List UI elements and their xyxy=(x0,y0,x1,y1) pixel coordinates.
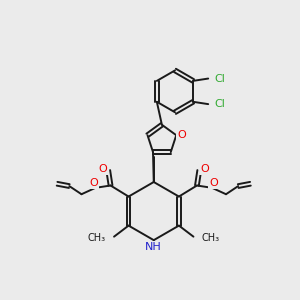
Text: O: O xyxy=(90,178,98,188)
Text: O: O xyxy=(209,178,218,188)
Text: CH₃: CH₃ xyxy=(88,233,106,243)
Text: Cl: Cl xyxy=(214,99,226,109)
Text: Cl: Cl xyxy=(214,74,226,84)
Text: NH: NH xyxy=(146,242,162,251)
Text: O: O xyxy=(200,164,209,174)
Text: O: O xyxy=(177,130,186,140)
Text: O: O xyxy=(99,164,107,174)
Text: CH₃: CH₃ xyxy=(202,233,220,243)
